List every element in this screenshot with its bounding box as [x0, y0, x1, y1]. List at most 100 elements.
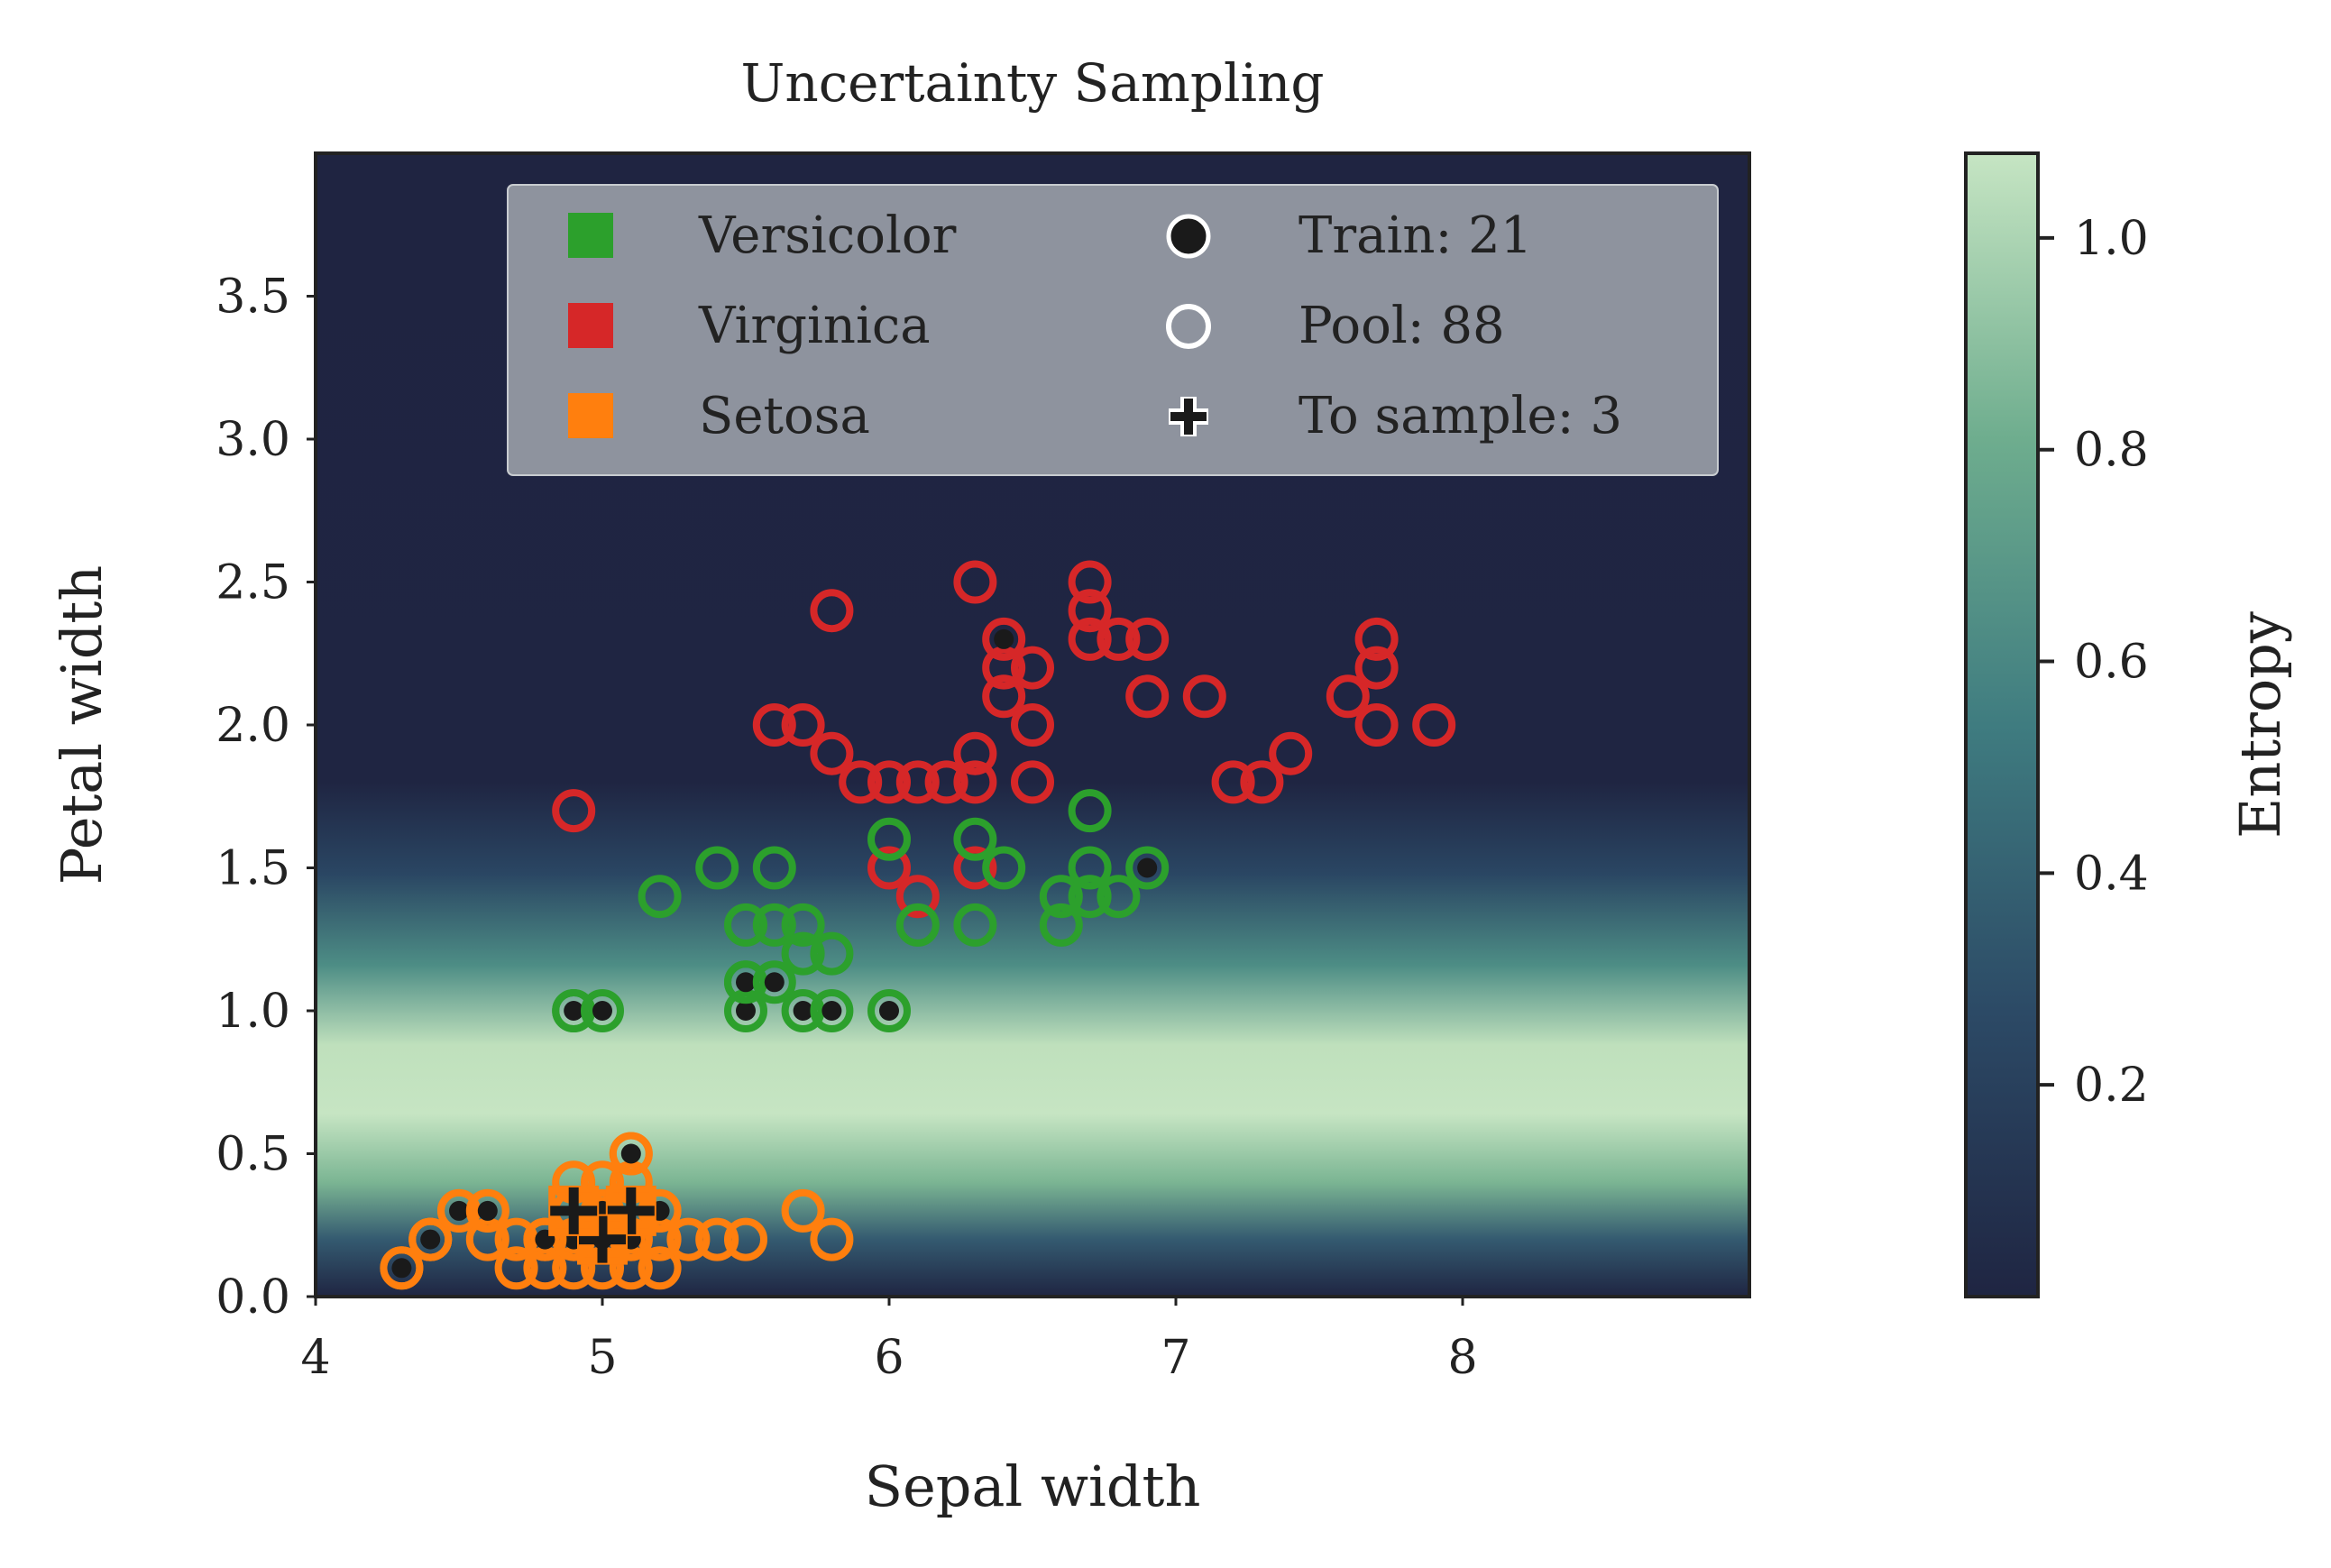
versicolor-pool-point	[953, 903, 997, 947]
setosa-train-ring	[437, 1188, 481, 1233]
legend-swatch-virginica	[568, 303, 613, 348]
setosa-pool-point	[609, 1246, 653, 1290]
virginica-pool-point	[1269, 731, 1313, 775]
x-tick-label: 6	[874, 1331, 904, 1385]
virginica-pool-point	[1011, 703, 1054, 747]
y-tick-label: 2.0	[216, 699, 290, 753]
virginica-pool-point	[1068, 617, 1112, 661]
virginica-pool-point	[982, 646, 1026, 690]
setosa-train-ring	[523, 1217, 567, 1261]
versicolor-pool-point	[810, 931, 854, 976]
legend-label: To sample: 3	[1299, 387, 1622, 445]
setosa-pool-point	[494, 1246, 538, 1290]
virginica-pool-point	[1354, 646, 1399, 690]
virginica-pool-point	[924, 760, 968, 804]
setosa-train-ring	[609, 1132, 653, 1176]
legend-label: Versicolor	[698, 206, 957, 265]
setosa-pool-point	[638, 1246, 682, 1290]
colorbar-tick-label: 0.4	[2074, 847, 2149, 901]
virginica-pool-point	[1011, 646, 1054, 690]
virginica-pool-point	[953, 731, 997, 775]
virginica-pool-point	[1354, 617, 1399, 661]
legend-to-sample-marker	[1170, 399, 1207, 435]
setosa-train-ring	[408, 1217, 453, 1261]
y-tick-label: 1.0	[216, 985, 290, 1039]
versicolor-train-ring	[752, 960, 796, 1004]
virginica-pool-point	[953, 846, 997, 890]
x-axis-label: Sepal width	[865, 1453, 1201, 1519]
setosa-pool-point	[552, 1246, 596, 1290]
legend-train-marker	[1166, 214, 1211, 259]
legend-swatch-versicolor	[568, 213, 613, 258]
virginica-pool-point	[867, 846, 911, 890]
versicolor-train-ring	[724, 989, 767, 1032]
virginica-pool-point	[895, 760, 940, 804]
colorbar-ticks: 0.2 0.4 0.6 0.8 1.0	[2038, 212, 2149, 1113]
setosa-train-point	[449, 1200, 469, 1221]
setosa-pool-point	[638, 1217, 682, 1261]
virginica-pool-point	[781, 703, 825, 747]
virginica-pool-point	[839, 760, 883, 804]
y-axis-ticks: 0.0 0.5 1.0 1.5 2.0 2.5 3.0 3.5	[216, 271, 316, 1325]
versicolor-train-ring	[581, 989, 624, 1032]
versicolor-pool-point	[781, 931, 825, 976]
x-tick-label: 8	[1447, 1331, 1477, 1385]
legend-swatch-setosa	[568, 393, 613, 438]
virginica-pool-point	[1097, 617, 1141, 661]
legend-box	[507, 184, 1719, 476]
legend: Versicolor Virginica Setosa Train: 21 Pool: …	[507, 184, 1719, 476]
versicolor-pool-point	[895, 903, 940, 947]
virginica-pool-point	[1068, 589, 1112, 633]
x-tick-label: 5	[587, 1331, 617, 1385]
virginica-pool-point	[1326, 674, 1370, 719]
virginica-train-ring	[982, 617, 1026, 661]
setosa-pool-point	[523, 1246, 567, 1290]
virginica-pool-point	[953, 760, 997, 804]
versicolor-train-point	[1137, 857, 1158, 878]
setosa-to-sample-point	[579, 1215, 626, 1263]
versicolor-pool-point	[638, 875, 682, 919]
y-tick-label: 2.5	[216, 556, 290, 610]
virginica-pool-point	[1125, 617, 1170, 661]
virginica-pool-point	[1412, 703, 1456, 747]
y-tick-label: 1.5	[216, 842, 290, 896]
legend-label: Pool: 88	[1299, 297, 1505, 355]
virginica-pool-point	[1240, 760, 1284, 804]
points-layer	[380, 560, 1456, 1290]
x-tick-label: 4	[300, 1331, 330, 1385]
versicolor-pool-point	[982, 846, 1026, 890]
virginica-pool-point	[953, 560, 997, 604]
versicolor-pool-point	[1039, 903, 1083, 947]
versicolor-pool-point	[1068, 875, 1112, 919]
virginica-pool-point	[982, 674, 1026, 719]
versicolor-train-ring	[781, 989, 825, 1032]
versicolor-pool-point	[1097, 875, 1141, 919]
versicolor-pool-point	[781, 903, 825, 947]
versicolor-pool-point	[724, 903, 767, 947]
versicolor-train-point	[879, 1001, 899, 1021]
legend-items: Versicolor Virginica Setosa Train: 21 Pool: …	[568, 206, 1622, 445]
setosa-train-point	[477, 1200, 498, 1221]
versicolor-pool-point	[1039, 875, 1083, 919]
setosa-pool-point	[581, 1160, 624, 1205]
colorbar: 0.2 0.4 0.6 0.8 1.0 Entropy	[1964, 151, 2293, 1298]
y-axis-label: Petal width	[49, 565, 115, 885]
legend-label: Virginica	[698, 297, 931, 355]
virginica-pool-point	[895, 875, 940, 919]
versicolor-train-point	[736, 972, 756, 993]
virginica-pool-point	[810, 589, 854, 633]
virginica-pool-point	[1182, 674, 1226, 719]
versicolor-train-ring	[724, 960, 767, 1004]
virginica-pool-point	[1125, 674, 1170, 719]
setosa-to-sample-point	[550, 1187, 598, 1234]
virginica-pool-point	[752, 703, 796, 747]
setosa-pool-point	[810, 1217, 854, 1261]
virginica-pool-point	[1068, 560, 1112, 604]
virginica-pool-point	[1354, 703, 1399, 747]
versicolor-train-point	[821, 1001, 842, 1021]
chart-title: Uncertainty Sampling	[740, 52, 1324, 114]
setosa-pool-point	[494, 1217, 538, 1261]
setosa-train-point	[620, 1143, 641, 1164]
